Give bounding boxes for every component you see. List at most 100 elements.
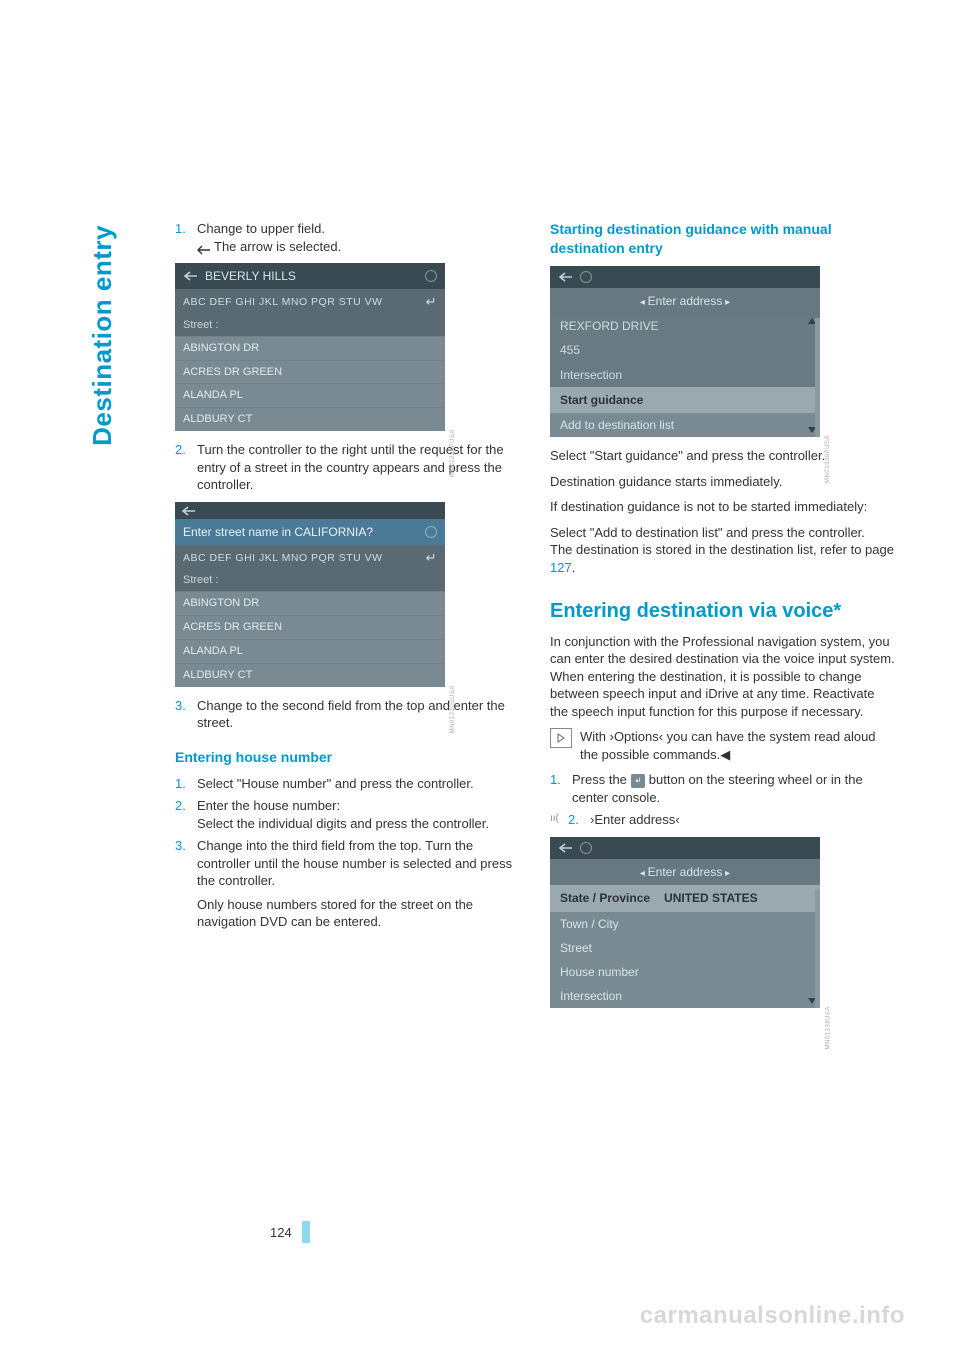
ss-state-value: UNITED STATES [664,890,758,906]
step-text: Turn the controller to the right until t… [197,441,520,494]
step-body: Enter the house number: Select the indiv… [197,797,520,832]
ss-item: ALDBURY CT [175,663,445,687]
paragraph: If destination guidance is not to be sta… [550,498,895,516]
step-text: Enter the house number: [197,797,520,815]
step-body: Change to upper field. The arrow is sele… [197,220,520,255]
ss-alpha-row: ABC DEF GHI JKL MNO PQR STU VW ↵ [175,289,445,315]
para-text: Select "Add to destination list" and pre… [550,525,865,540]
ss-street-label: Street : [175,570,445,591]
ss-row: Add to destination list [550,413,820,437]
ss-row: Town / City [550,912,820,936]
ss-prompt: Enter street name in CALIFORNIA? [183,524,373,540]
nav-screenshot-start-guidance: ◂ Enter address ▸ REXFORD DRIVE 455 Inte… [550,266,820,437]
step-number: 1. [175,775,197,793]
house-number-heading: Entering house number [175,748,520,767]
step-text: Change into the third field from the top… [197,837,520,890]
page-footer: 124 [270,1221,310,1243]
tip-text: With ›Options‹ you can have the system r… [580,728,895,763]
house-step-1: 1. Select "House number" and press the c… [175,775,520,793]
voice-step-1: 1. Press the •ᴵ button on the steering w… [550,771,895,806]
house-step-3: 3. Change into the third field from the … [175,837,520,931]
nav-screenshot-enter-address: ◂ Enter address ▸ State / Province UNITE… [550,837,820,1008]
page-number: 124 [270,1225,292,1240]
para-text: . [572,560,576,575]
ss-street-label: Street : [175,315,445,336]
ss-row: Intersection [550,363,820,387]
step-number: 3. [175,837,197,931]
ss-row-selected: Start guidance [550,387,820,413]
ss-top-bar [550,266,820,288]
ss-row: Intersection [550,984,820,1008]
step-2: 2. Turn the controller to the right unti… [175,441,520,494]
tip-end-icon: ◀ [720,747,730,762]
voice-button-icon: •ᴵ [631,774,646,788]
voice-step-2: ıı( 2. ›Enter address‹ [550,811,895,829]
enter-icon: ↵ [426,549,437,567]
ss-alpha: ABC DEF GHI JKL MNO PQR STU VW [183,295,383,309]
paragraph: In conjunction with the Professional nav… [550,633,895,721]
ss-menu-label: ◂ Enter address ▸ [550,288,820,315]
step-pre: Press the [572,772,631,787]
ss-menu-label: ◂ Enter address ▸ [550,859,820,886]
step-number: 1. [175,220,197,255]
footer-bar [302,1221,310,1243]
ss-item: ALANDA PL [175,639,445,663]
ss-item: ACRES DR GREEN [175,615,445,639]
ss-item: ALDBURY CT [175,407,445,431]
ss-prompt-row: Enter street name in CALIFORNIA? [175,519,445,545]
page-link[interactable]: 127 [550,560,572,575]
watermark: carmanualsonline.info [640,1302,905,1330]
ss-code: MN01338USA [824,1006,832,1049]
step-body: Change into the third field from the top… [197,837,520,931]
left-column: 1. Change to upper field. The arrow is s… [175,220,520,1018]
step-text: Select "House number" and press the cont… [197,775,520,793]
ss-item: ABINGTON DR [175,336,445,360]
ss-item: ACRES DR GREEN [175,360,445,384]
ss-top-bar [550,837,820,859]
step-subtext: The arrow is selected. [197,238,520,256]
step-number: 1. [550,771,572,806]
back-icon [183,270,199,282]
ss-item: ABINGTON DR [175,591,445,615]
tip-icon [550,728,572,748]
step-3: 3. Change to the second field from the t… [175,697,520,732]
house-step-2: 2. Enter the house number: Select the in… [175,797,520,832]
back-icon [558,271,574,283]
ss-code: MN01330PUSA [824,435,832,483]
right-column: Starting destination guidance with manua… [550,220,895,1018]
circle-icon [580,271,592,283]
step-sub: Select the individual digits and press t… [197,815,520,833]
para-text: The destination is stored in the destina… [550,542,894,557]
back-icon [181,505,197,517]
voice-heading: Entering destination via voice* [550,599,895,623]
triangle-left-icon: ◂ [640,868,648,879]
ss-alpha-row: ABC DEF GHI JKL MNO PQR STU VW ↵ [175,545,445,571]
ss-scrollbar [815,889,820,1008]
step-number: 2. [175,797,197,832]
tip-box: With ›Options‹ you can have the system r… [550,728,895,763]
ss-header-row: BEVERLY HILLS [175,263,445,289]
step-number: 2. [175,441,197,494]
paragraph: Select "Add to destination list" and pre… [550,524,895,577]
step-sub: Only house numbers stored for the street… [197,896,520,931]
back-arrow-icon [197,242,211,252]
step-text: Change to upper field. [197,220,520,238]
step-number: 3. [175,697,197,732]
ss-header-row-dark [175,502,445,520]
voice-glyph-icon: ıı( [550,811,568,829]
triangle-left-icon: ◂ [640,297,648,308]
ss-row: 455 [550,338,820,362]
ss-row: REXFORD DRIVE [550,314,820,338]
ss-code: MN01228PUSA [449,429,457,477]
circle-icon [425,526,437,538]
ss-state-label: State / Province [560,890,650,906]
ss-row-state: State / Province UNITED STATES [550,885,820,911]
ss-row: House number [550,960,820,984]
triangle-right-icon: ▸ [722,868,730,879]
step-1: 1. Change to upper field. The arrow is s… [175,220,520,255]
step-text: Change to the second field from the top … [197,697,520,732]
triangle-right-icon: ▸ [722,297,730,308]
nav-screenshot-city: BEVERLY HILLS ABC DEF GHI JKL MNO PQR ST… [175,263,445,431]
step-body: Press the •ᴵ button on the steering whee… [572,771,895,806]
circle-icon [580,842,592,854]
